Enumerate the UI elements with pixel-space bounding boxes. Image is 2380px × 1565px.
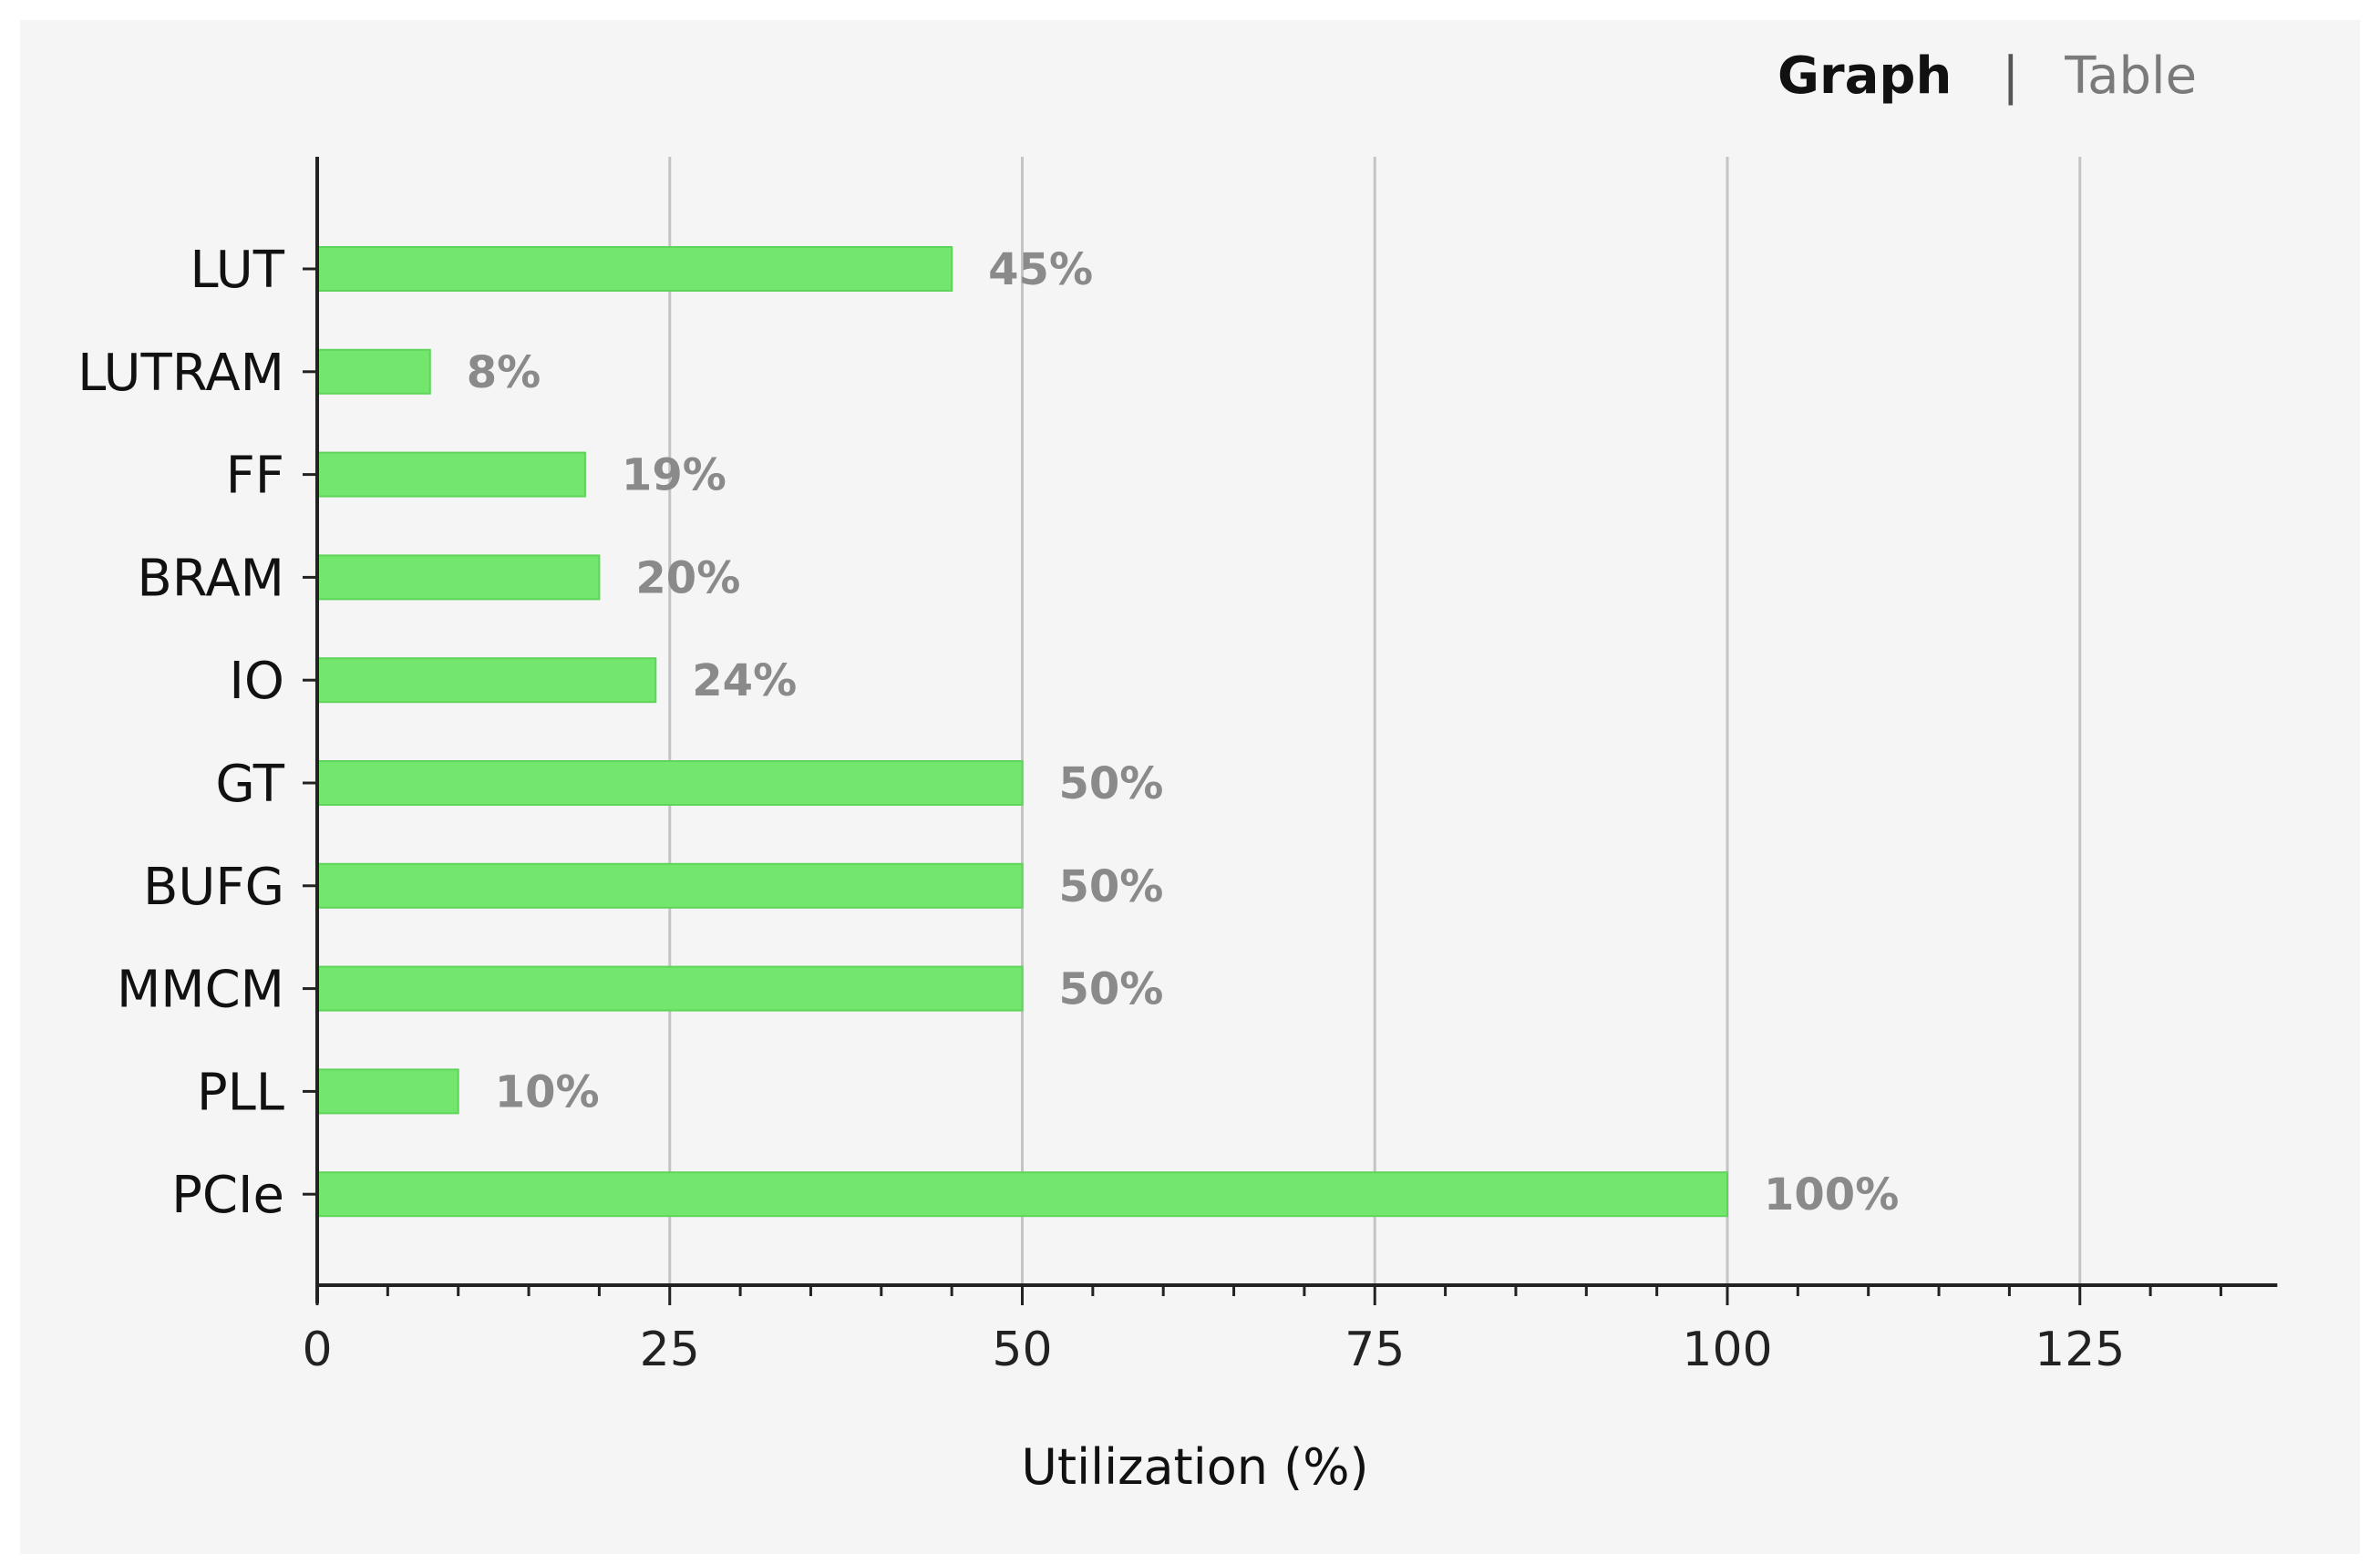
category-label: BRAM: [137, 549, 284, 608]
bar-pll: [316, 1068, 459, 1115]
value-label: 19%: [622, 450, 726, 501]
category-label: FF: [226, 447, 284, 506]
x-tick-label: 75: [1345, 1323, 1405, 1377]
value-label: 50%: [1059, 758, 1164, 809]
category-label: BUFG: [143, 858, 284, 917]
x-tick-label: 125: [2035, 1323, 2125, 1377]
value-label: 50%: [1059, 964, 1164, 1015]
value-label: 20%: [635, 552, 740, 603]
x-axis-title: Utilization (%): [1021, 1438, 1368, 1496]
category-label: GT: [215, 755, 284, 814]
bar-pcie: [316, 1171, 1728, 1218]
x-tick-label: 25: [640, 1323, 700, 1377]
value-label: 10%: [495, 1066, 600, 1117]
bar-lut: [316, 246, 953, 292]
bar-bram: [316, 554, 601, 601]
category-label: PCIe: [171, 1166, 284, 1225]
x-tick-label: 0: [302, 1323, 332, 1377]
bar-mmcm: [316, 965, 1024, 1012]
value-label: 24%: [692, 655, 797, 706]
tab-separator: |: [2002, 46, 2020, 106]
value-label: 50%: [1059, 861, 1164, 912]
bars: [316, 246, 1728, 1218]
category-label: MMCM: [117, 961, 284, 1020]
value-label: 100%: [1764, 1169, 1899, 1220]
category-label: LUT: [190, 241, 284, 300]
labels: LUT 45% LUTRAM 8% FF 19% BRAM 20% IO 24% GT 50% BUFG…: [77, 241, 2125, 1377]
value-label: 8%: [467, 347, 541, 398]
category-label: PLL: [197, 1063, 284, 1122]
x-tick-label: 50: [992, 1323, 1052, 1377]
value-label: 45%: [988, 244, 1093, 295]
x-tick-label: 100: [1682, 1323, 1772, 1377]
category-label: IO: [229, 652, 284, 711]
tab-graph[interactable]: Graph: [1777, 46, 1952, 106]
bar-ff: [316, 451, 586, 498]
bar-gt: [316, 760, 1024, 806]
view-toggle: Graph | Table: [1777, 35, 2197, 117]
axes: [303, 157, 2278, 1305]
bar-bufg: [316, 862, 1024, 909]
bar-io: [316, 657, 657, 704]
category-label: LUTRAM: [77, 344, 284, 403]
tab-table[interactable]: Table: [2065, 46, 2198, 106]
bar-lutram: [316, 348, 431, 395]
grid-lines: [668, 157, 2082, 1285]
